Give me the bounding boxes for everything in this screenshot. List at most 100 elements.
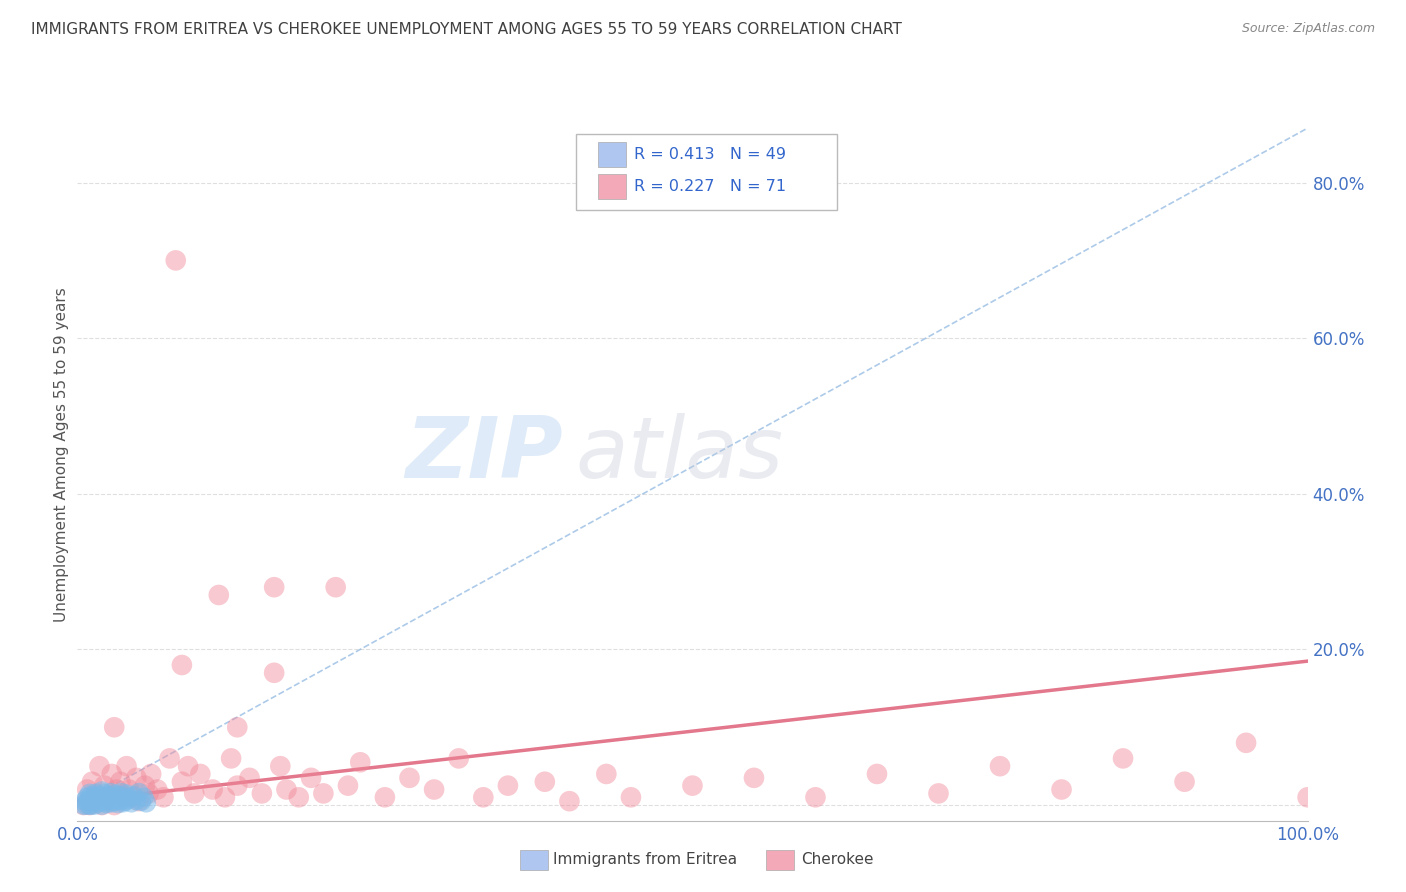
Point bbox=[134, 779, 156, 793]
Point bbox=[125, 793, 148, 807]
Point bbox=[152, 790, 174, 805]
Point bbox=[83, 798, 105, 813]
Point bbox=[250, 786, 273, 800]
Text: Immigrants from Eritrea: Immigrants from Eritrea bbox=[553, 853, 737, 867]
Point bbox=[96, 797, 118, 811]
Point bbox=[86, 792, 108, 806]
Point bbox=[374, 790, 396, 805]
Point bbox=[125, 771, 148, 785]
Text: R = 0.227   N = 71: R = 0.227 N = 71 bbox=[634, 179, 786, 194]
Point bbox=[263, 580, 285, 594]
Point bbox=[82, 790, 104, 805]
Point bbox=[219, 751, 242, 765]
Point bbox=[93, 779, 115, 793]
Point bbox=[226, 779, 249, 793]
Point bbox=[165, 253, 187, 268]
Point bbox=[1234, 736, 1257, 750]
Point bbox=[682, 779, 704, 793]
Point bbox=[84, 790, 107, 805]
Point bbox=[80, 789, 103, 803]
Point bbox=[447, 751, 470, 765]
Point bbox=[105, 782, 128, 797]
Point bbox=[105, 792, 128, 806]
Point bbox=[79, 786, 101, 800]
Point bbox=[107, 797, 129, 811]
Point bbox=[111, 786, 132, 800]
Point bbox=[349, 756, 371, 770]
Point bbox=[214, 790, 236, 805]
Point bbox=[132, 790, 155, 805]
Point bbox=[112, 790, 135, 805]
Point bbox=[288, 790, 311, 805]
Point bbox=[115, 787, 138, 801]
Text: R = 0.413   N = 49: R = 0.413 N = 49 bbox=[634, 147, 786, 161]
Point bbox=[90, 798, 114, 813]
Point bbox=[1112, 751, 1135, 765]
Point bbox=[77, 794, 100, 808]
Point bbox=[87, 796, 110, 810]
Point bbox=[337, 779, 360, 793]
Point bbox=[496, 779, 519, 793]
Point bbox=[183, 786, 205, 800]
Point bbox=[101, 767, 124, 781]
Point bbox=[804, 790, 827, 805]
Point bbox=[423, 782, 446, 797]
Point bbox=[115, 759, 138, 773]
Point bbox=[312, 786, 335, 800]
Point bbox=[93, 786, 115, 800]
Point bbox=[104, 787, 127, 801]
Point bbox=[91, 790, 114, 805]
Text: IMMIGRANTS FROM ERITREA VS CHEROKEE UNEMPLOYMENT AMONG AGES 55 TO 59 YEARS CORRE: IMMIGRANTS FROM ERITREA VS CHEROKEE UNEM… bbox=[31, 22, 901, 37]
Text: atlas: atlas bbox=[575, 413, 783, 497]
Text: ZIP: ZIP bbox=[406, 413, 564, 497]
Point bbox=[100, 786, 122, 800]
Point bbox=[122, 789, 145, 803]
Point bbox=[72, 798, 94, 813]
Point bbox=[110, 793, 132, 807]
Point bbox=[263, 665, 285, 680]
Text: Source: ZipAtlas.com: Source: ZipAtlas.com bbox=[1241, 22, 1375, 36]
Point bbox=[101, 796, 124, 810]
Point bbox=[121, 796, 143, 810]
Point bbox=[79, 798, 101, 813]
Y-axis label: Unemployment Among Ages 55 to 59 years: Unemployment Among Ages 55 to 59 years bbox=[53, 287, 69, 623]
Point bbox=[103, 798, 125, 813]
Point bbox=[110, 774, 132, 789]
Point bbox=[76, 790, 98, 805]
Point bbox=[72, 798, 94, 813]
Point bbox=[84, 786, 107, 800]
Point bbox=[128, 794, 150, 808]
Point bbox=[103, 720, 125, 734]
Point bbox=[97, 789, 120, 803]
Text: Cherokee: Cherokee bbox=[801, 853, 875, 867]
Point bbox=[398, 771, 420, 785]
Point bbox=[170, 774, 193, 789]
Point bbox=[146, 782, 169, 797]
Point bbox=[201, 782, 224, 797]
Point bbox=[988, 759, 1011, 773]
Point bbox=[79, 792, 101, 806]
Point bbox=[79, 798, 101, 813]
Point bbox=[90, 798, 114, 813]
Point bbox=[89, 789, 111, 803]
Point bbox=[226, 720, 249, 734]
Point bbox=[269, 759, 291, 773]
Point bbox=[135, 796, 157, 810]
Point bbox=[76, 782, 98, 797]
Point bbox=[558, 794, 581, 808]
Point bbox=[159, 751, 181, 765]
Point bbox=[325, 580, 347, 594]
Point bbox=[239, 771, 262, 785]
Point bbox=[75, 798, 97, 813]
Point bbox=[80, 798, 103, 813]
Point bbox=[73, 794, 96, 808]
Point bbox=[114, 794, 136, 808]
Point bbox=[118, 792, 141, 806]
Point bbox=[89, 759, 111, 773]
Point bbox=[170, 658, 193, 673]
Point bbox=[1174, 774, 1197, 789]
Point bbox=[1050, 782, 1073, 797]
Point bbox=[103, 794, 125, 808]
Point bbox=[101, 790, 124, 805]
Point bbox=[188, 767, 212, 781]
